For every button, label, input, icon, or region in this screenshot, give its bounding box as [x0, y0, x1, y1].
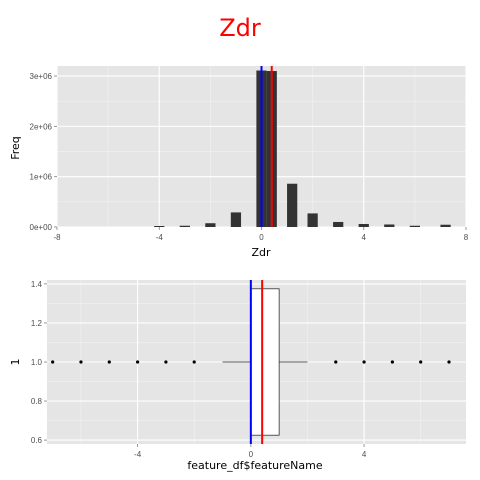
histogram-x-tick-label: -4	[156, 233, 164, 242]
boxplot-outlier-point	[447, 360, 451, 364]
histogram-panel: 0e+00 1e+06 2e+06 3e+06 -8 -4 0 4 8 Zdr Freq	[9, 66, 469, 259]
boxplot-outlier-point	[79, 360, 83, 364]
histogram-bar	[333, 221, 344, 227]
histogram-x-tick-label: 8	[464, 233, 469, 242]
boxplot-y-tick-label: 0.6	[31, 436, 43, 445]
histogram-x-tick-label: 4	[362, 233, 367, 242]
histogram-y-tick-label: 3e+06	[30, 72, 53, 81]
boxplot-outlier-point	[107, 360, 111, 364]
boxplot-y-tick-label: 1.0	[31, 358, 43, 367]
boxplot-outliers	[51, 360, 451, 364]
histogram-y-tick-label: 2e+06	[30, 122, 53, 131]
histogram-x-tick-label: -8	[53, 233, 61, 242]
boxplot-outlier-point	[51, 360, 55, 364]
boxplot-y-tick-label: 1.2	[31, 319, 43, 328]
boxplot-outlier-point	[419, 360, 423, 364]
histogram-bar	[154, 225, 165, 227]
boxplot-x-tick-label: 4	[362, 450, 367, 459]
histogram-y-axis-title: Freq	[9, 136, 22, 160]
histogram-bar	[384, 224, 395, 227]
boxplot-y-axis: 0.6 0.8 1.0 1.2 1.4	[31, 280, 47, 445]
histogram-x-axis: -8 -4 0 4 8	[53, 227, 469, 242]
histogram-bar	[440, 224, 451, 227]
boxplot-reference-lines	[249, 280, 264, 444]
histogram-x-tick-label: 0	[259, 233, 264, 242]
histogram-bar	[307, 213, 318, 227]
boxplot-x-tick-label: -4	[134, 450, 142, 459]
histogram-y-tick-label: 1e+06	[30, 173, 53, 182]
histogram-bar	[179, 225, 190, 227]
boxplot-panel: 0.6 0.8 1.0 1.2 1.4 -4 0 4 feature_df$featureN…	[9, 280, 466, 472]
boxplot-outlier-point	[135, 360, 140, 364]
histogram-bar	[358, 223, 369, 227]
boxplot-outlier-point	[164, 360, 168, 364]
boxplot-y-tick-label: 0.8	[31, 397, 43, 406]
boxplot-y-tick-label: 1.4	[31, 280, 43, 289]
boxplot-outlier-point	[192, 360, 196, 364]
chart-title: Zdr	[219, 14, 261, 42]
histogram-bar	[409, 225, 420, 227]
boxplot-y-axis-title: 1	[9, 359, 22, 366]
boxplot-outlier-point	[390, 360, 394, 364]
boxplot-box-body	[250, 288, 280, 436]
boxplot-outlier-point	[362, 360, 366, 364]
boxplot-outlier-point	[334, 360, 338, 364]
histogram-y-axis: 0e+00 1e+06 2e+06 3e+06	[30, 72, 57, 232]
boxplot-x-tick-label: 0	[249, 450, 254, 459]
histogram-bar	[230, 212, 242, 227]
histogram-y-tick-label: 0e+00	[30, 223, 53, 232]
boxplot-x-axis-title: feature_df$featureName	[187, 459, 322, 472]
histogram-bar	[205, 223, 216, 227]
histogram-bar	[287, 183, 298, 227]
histogram-reference-lines	[260, 66, 273, 227]
histogram-x-axis-title: Zdr	[251, 246, 271, 259]
boxplot-x-axis: -4 0 4	[134, 444, 367, 459]
